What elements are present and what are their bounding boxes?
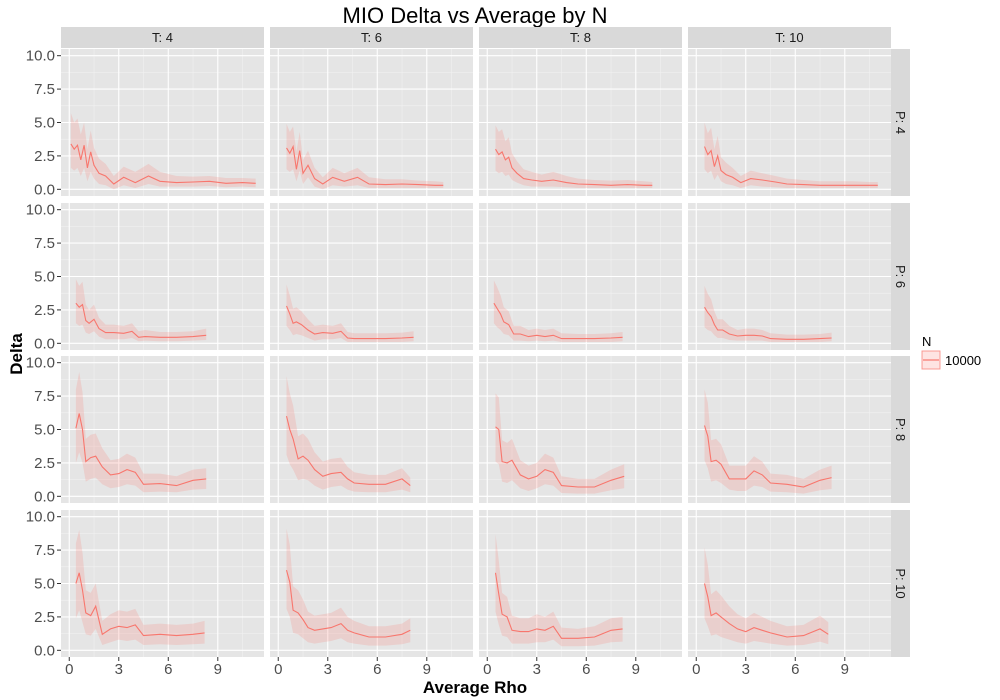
facet-strip-label-col-3: T: 10: [775, 30, 803, 45]
series-line-r1c1: [285, 305, 414, 340]
y-tick-label-r2c0-4: 10.0: [26, 355, 55, 372]
y-tick-label-r3c0-2: 5.0: [34, 576, 55, 593]
facet-strip-col-3: [688, 27, 891, 48]
series-line-r0c0: [70, 143, 256, 185]
y-tick-label-r1c0-1: 2.5: [34, 302, 55, 319]
y-tick-label-r1c0-3: 7.5: [34, 235, 55, 252]
series-line-r1c0: [75, 302, 207, 338]
x-tick-label-r3c2-1: 3: [533, 661, 541, 678]
y-tick-label-r3c0-4: 10.0: [26, 509, 55, 526]
facet-strip-label-row-1: P: 6: [893, 265, 908, 288]
ribbon-r1c0: [75, 279, 207, 342]
legend: N 10000: [921, 334, 981, 370]
series-line-r2c2: [495, 426, 625, 488]
ribbon-r3c3: [704, 547, 829, 646]
y-tick-label-r3c0-0: 0.0: [34, 642, 55, 659]
series-line-r1c2: [493, 302, 623, 340]
facet-strip-label-row-0: P: 4: [893, 111, 908, 134]
facet-strip-row-3: [891, 510, 910, 657]
facet-strip-label-row-2: P: 8: [893, 418, 908, 441]
facet-strip-label-row-3: P: 10: [893, 568, 908, 598]
y-tick-label-r2c0-2: 5.0: [34, 422, 55, 439]
x-tick-label-r3c3-2: 6: [791, 661, 799, 678]
y-tick-label-r0c0-4: 10.0: [26, 48, 55, 65]
x-tick-label-r3c0-3: 9: [214, 661, 222, 678]
series-line-r3c1: [285, 569, 411, 638]
series-line-r0c2: [495, 148, 653, 186]
y-tick-label-r3c0-3: 7.5: [34, 542, 55, 559]
series-line-r0c1: [286, 144, 444, 186]
ribbon-r2c1: [286, 376, 411, 493]
facet-strip-col-1: [270, 27, 473, 48]
x-tick-label-r3c0-1: 3: [115, 661, 123, 678]
y-tick-label-r1c0-2: 5.0: [34, 269, 55, 286]
y-tick-label-r3c0-1: 2.5: [34, 609, 55, 626]
x-tick-label-r3c1-2: 6: [373, 661, 381, 678]
ribbon-r0c3: [704, 122, 878, 188]
y-tick-label-r1c0-0: 0.0: [34, 335, 55, 352]
series-line-r2c1: [285, 415, 411, 487]
ribbon-r0c1: [286, 123, 444, 190]
x-tick-label-r3c1-1: 3: [324, 661, 332, 678]
facet-strip-label-col-2: T: 8: [570, 30, 591, 45]
series-line-r3c3: [703, 583, 829, 638]
ribbon-r3c1: [286, 528, 411, 646]
y-axis-title: Delta: [7, 333, 26, 375]
ribbon-r0c2: [495, 125, 653, 188]
x-axis-title: Average Rho: [423, 678, 527, 697]
x-tick-label-r3c1-3: 9: [423, 661, 431, 678]
facet-strip-row-2: [891, 356, 910, 503]
x-tick-label-r3c1-0: 0: [274, 661, 282, 678]
x-tick-label-r3c2-0: 0: [483, 661, 491, 678]
x-tick-label-r3c3-1: 3: [742, 661, 750, 678]
ribbon-r2c0: [75, 372, 207, 493]
legend-title: N: [922, 334, 931, 349]
series-line-r2c0: [75, 413, 207, 487]
series-line-r0c3: [703, 146, 878, 186]
chart-title: MIO Delta vs Average by N: [343, 3, 608, 28]
ribbon-r2c3: [704, 389, 832, 494]
x-tick-label-r3c3-3: 9: [841, 661, 849, 678]
series-line-r2c3: [703, 425, 832, 488]
y-tick-label-r0c0-1: 2.5: [34, 148, 55, 165]
y-tick-label-r1c0-4: 10.0: [26, 202, 55, 219]
y-tick-label-r0c0-3: 7.5: [34, 81, 55, 98]
y-tick-label-r2c0-1: 2.5: [34, 455, 55, 472]
facet-strip-col-0: [61, 27, 264, 48]
ribbon-r3c0: [75, 530, 205, 645]
panels-layer: T: 4 T: 6 T: 8 T: 10 P: 4 P: 6 P: 8 P: 10 0.0 2.5…: [26, 27, 910, 678]
facet-strip-label-col-0: T: 4: [152, 30, 173, 45]
y-tick-label-r2c0-0: 0.0: [34, 488, 55, 505]
y-tick-label-r0c0-0: 0.0: [34, 181, 55, 198]
facet-strip-col-2: [479, 27, 682, 48]
facet-strip-label-col-1: T: 6: [361, 30, 382, 45]
facet-strip-row-1: [891, 203, 910, 350]
legend-label-10000: 10000: [945, 353, 981, 368]
x-tick-label-r3c2-3: 9: [632, 661, 640, 678]
y-tick-label-r2c0-3: 7.5: [34, 388, 55, 405]
ribbon-r1c1: [286, 284, 414, 342]
series-line-r3c0: [75, 572, 205, 637]
ribbon-r2c2: [495, 393, 625, 494]
x-tick-label-r3c0-2: 6: [164, 661, 172, 678]
ribbon-r1c3: [704, 285, 832, 342]
series-line-r3c2: [494, 572, 623, 639]
x-tick-label-r3c0-0: 0: [65, 661, 73, 678]
ribbon-r0c0: [70, 113, 256, 190]
ribbon-r3c2: [495, 534, 623, 647]
series-line-r1c3: [704, 306, 832, 340]
x-tick-label-r3c3-0: 0: [692, 661, 700, 678]
ribbon-r1c2: [493, 280, 623, 342]
x-tick-label-r3c2-2: 6: [582, 661, 590, 678]
facet-strip-row-0: [891, 49, 910, 196]
y-tick-label-r0c0-2: 5.0: [34, 115, 55, 132]
